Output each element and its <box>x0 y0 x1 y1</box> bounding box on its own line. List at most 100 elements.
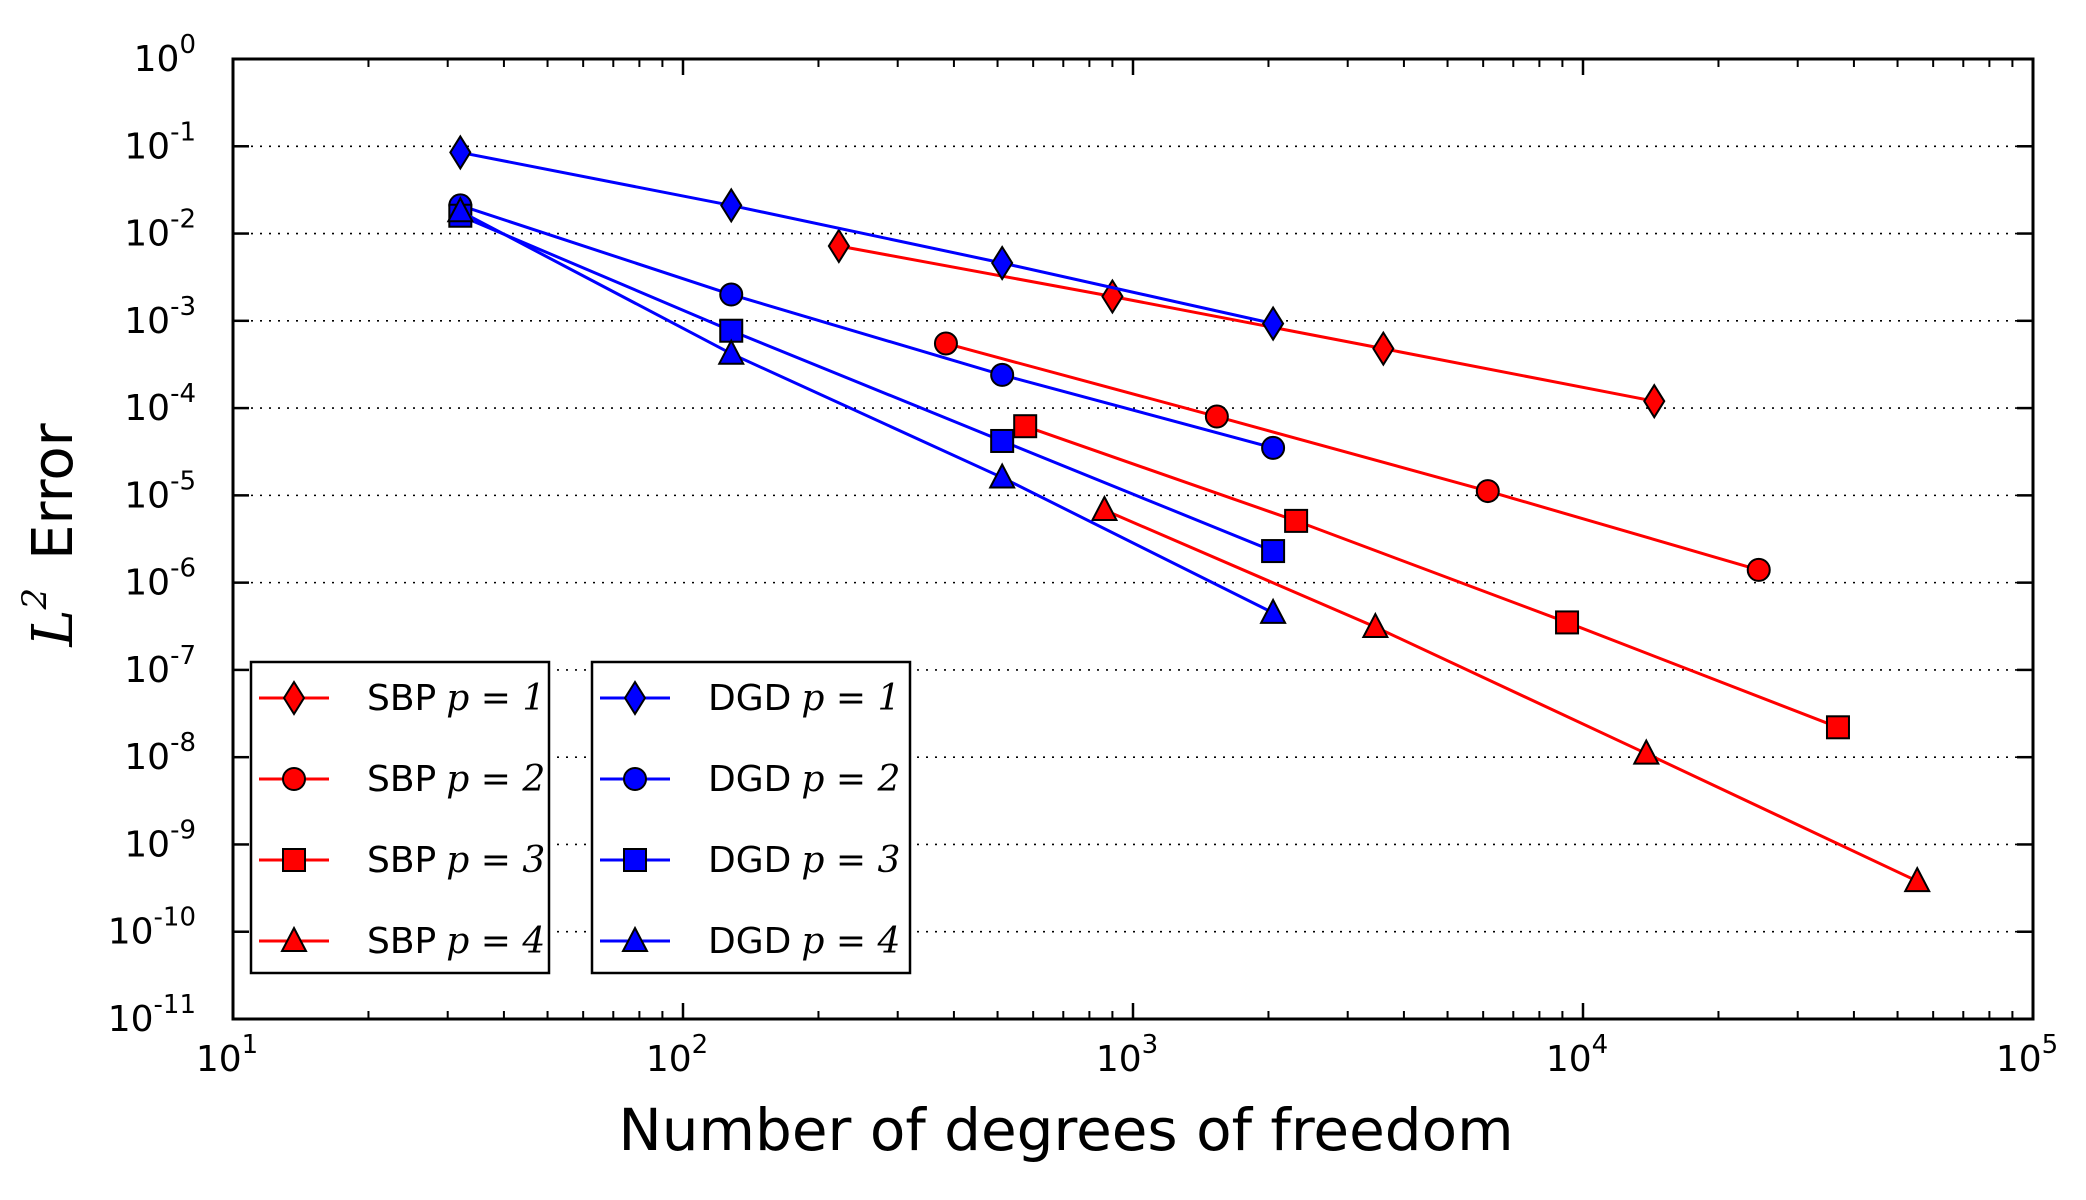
y-axis-label-exponent: 2 <box>15 588 55 611</box>
data-point-square <box>1825 715 1850 740</box>
x-tick-label-exponent: 3 <box>1142 1030 1159 1060</box>
y-tick-label-base: 10 <box>124 563 170 604</box>
data-point-circle <box>719 282 744 307</box>
axis-ticks <box>231 57 2035 1021</box>
y-tick-label-base: 10 <box>124 301 170 342</box>
series-sbp-p=1 <box>827 228 1666 420</box>
data-point-triangle <box>446 196 474 223</box>
y-tick-label: 10-10 <box>108 903 196 953</box>
data-point-triangle <box>717 338 745 365</box>
y-tick-label-exponent: 0 <box>179 30 196 60</box>
y-tick-label: 10-4 <box>124 379 196 429</box>
legend-marker-triangle <box>621 925 649 952</box>
y-tick-label-base: 10 <box>124 650 170 691</box>
series-line <box>1103 508 1918 883</box>
legend-label: SBP p = 2 <box>367 759 545 800</box>
legend-label-order: p = 2 <box>446 759 545 800</box>
series-layer <box>446 134 1931 893</box>
data-point-circle <box>1475 479 1500 504</box>
series-line <box>838 244 1655 403</box>
data-point-diamond <box>720 187 743 224</box>
legend-marker-diamond <box>282 680 306 716</box>
data-point-triangle <box>1090 494 1119 521</box>
y-tick-label: 10-1 <box>124 117 196 167</box>
x-tick-label: 102 <box>646 1030 708 1080</box>
legend-label-order: p = 1 <box>801 678 900 719</box>
data-point-square <box>990 428 1015 453</box>
y-tick-label-base: 10 <box>124 388 170 429</box>
y-tick-label-base: 10 <box>124 475 170 516</box>
x-tick-label-exponent: 5 <box>2042 1030 2059 1060</box>
legend-marker-square <box>623 848 647 872</box>
y-axis-label: L2 Error <box>15 422 86 647</box>
x-tick-label-base: 10 <box>1996 1039 2042 1080</box>
y-tick-label-base: 10 <box>124 737 170 778</box>
y-tick-label-exponent: -1 <box>170 117 196 147</box>
data-point-triangle <box>1632 738 1660 765</box>
series-line <box>1024 424 1839 729</box>
x-tick-label: 103 <box>1096 1030 1158 1080</box>
y-tick-label-exponent: -10 <box>154 903 196 933</box>
legend-label: DGD p = 2 <box>708 759 900 800</box>
legend-label-method: DGD <box>708 759 791 800</box>
series-line <box>459 214 1274 553</box>
y-tick-label-exponent: -6 <box>170 554 196 584</box>
legend-marker-square <box>282 848 306 872</box>
y-tick-label: 10-7 <box>124 641 196 691</box>
y-tick-label-base: 10 <box>124 126 170 167</box>
y-tick-label-exponent: -11 <box>154 990 196 1020</box>
legend-frame <box>590 660 912 975</box>
series-line <box>945 342 1760 572</box>
y-tick-label: 10-2 <box>124 205 196 255</box>
x-tick-label-base: 10 <box>1546 1039 1592 1080</box>
data-point-square <box>1261 539 1286 564</box>
y-tick-label: 100 <box>134 30 196 80</box>
data-point-triangle <box>1259 597 1287 624</box>
data-point-diamond <box>1372 330 1395 367</box>
legend-label-method: SBP <box>367 759 436 800</box>
y-tick-label: 10-8 <box>124 728 196 778</box>
data-point-triangle <box>1903 865 1931 893</box>
data-point-circle <box>933 331 958 356</box>
legend-label-order: p = 4 <box>801 921 900 962</box>
data-point-circle <box>1746 557 1771 582</box>
legend-label: SBP p = 1 <box>367 678 545 719</box>
x-tick-label-base: 10 <box>1096 1039 1142 1080</box>
x-axis-label: Number of degrees of freedom <box>618 1096 1513 1164</box>
series-dgd-p=1 <box>449 134 1285 342</box>
x-tick-label: 104 <box>1546 1030 1608 1080</box>
data-point-circle <box>990 362 1015 387</box>
y-tick-label-exponent: -5 <box>170 466 196 496</box>
data-point-square <box>1555 610 1580 635</box>
data-point-diamond <box>827 228 851 264</box>
y-tick-label-base: 10 <box>124 824 170 865</box>
data-point-diamond <box>449 134 472 171</box>
legend-marker-diamond <box>623 680 647 716</box>
legend-label: SBP p = 4 <box>367 921 545 962</box>
x-tick-label: 101 <box>196 1030 258 1080</box>
legend-label: DGD p = 1 <box>708 678 900 719</box>
y-tick-label-base: 10 <box>124 214 170 255</box>
data-point-diamond <box>1643 383 1666 420</box>
series-dgd-p=3 <box>448 203 1286 564</box>
y-tick-label-exponent: -8 <box>170 728 196 758</box>
legend-label: DGD p = 4 <box>708 921 900 962</box>
legend-label: DGD p = 3 <box>708 840 900 881</box>
legend-label-order: p = 3 <box>446 840 545 881</box>
y-tick-label: 10-11 <box>108 990 196 1040</box>
x-tick-label-exponent: 1 <box>242 1030 259 1060</box>
tick-labels: 101 102 103 104 10510010-110-210-310-410-510… <box>108 30 2058 1080</box>
legend-label-method: DGD <box>708 840 791 881</box>
y-tick-label-exponent: -4 <box>170 379 196 409</box>
x-tick-label-base: 10 <box>646 1039 692 1080</box>
legend-label-method: SBP <box>367 840 436 881</box>
legend-label: SBP p = 3 <box>367 840 545 881</box>
data-point-square <box>719 318 744 343</box>
y-tick-label-exponent: -9 <box>170 815 196 845</box>
data-point-triangle <box>988 462 1016 489</box>
y-tick-label-base: 10 <box>108 999 154 1040</box>
x-tick-label: 105 <box>1996 1030 2058 1080</box>
data-point-circle <box>1261 435 1286 460</box>
